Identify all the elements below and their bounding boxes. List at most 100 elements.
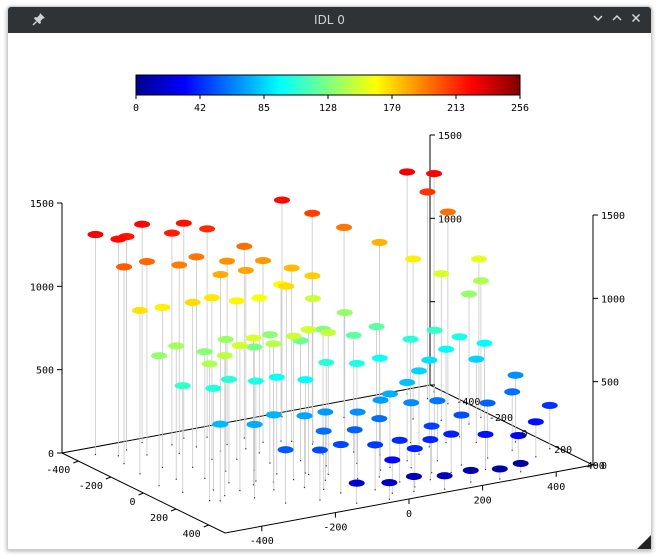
floor-point [374,489,376,491]
chevron-up-icon[interactable] [608,11,626,29]
data-point [251,294,268,302]
data-point [304,272,321,280]
x-tick-label: 200 [474,495,492,506]
data-point [212,420,229,428]
data-point [201,360,218,368]
data-point [317,408,334,416]
data-point [406,444,423,453]
data-point [405,255,422,263]
floor-point [357,478,359,480]
floor-point [343,416,345,418]
data-point [384,456,401,464]
floor-point [312,441,314,443]
data-point [246,420,263,429]
colorbar: 0 42 85 128 170 213 256 [133,74,529,114]
colorbar-tick-label: 128 [319,103,337,114]
floor-point [468,423,470,425]
floor-point [475,441,477,444]
data-point [277,446,294,454]
data-point [472,277,489,285]
data-point [151,352,168,360]
floor-point [413,490,415,493]
data-point [399,378,416,387]
floor-point [406,460,408,462]
data-point [188,253,205,261]
floor-point [280,440,282,442]
data-point [236,242,253,250]
data-point [476,339,493,347]
data-point [436,472,453,480]
y-tick-label-right: -400 [456,397,480,408]
data-point [453,411,470,419]
data-point [336,223,353,231]
floor-point [276,473,278,475]
floor-point [206,436,208,438]
chevron-down-icon[interactable] [589,11,607,29]
y-tick-label-right: -200 [489,413,513,424]
floor-point [431,472,433,474]
floor-point [252,484,255,486]
floor-point [292,479,295,481]
data-markers [87,168,558,487]
floor-point [212,489,214,491]
y-tick-label-right: 400 [587,461,605,472]
data-point [367,441,384,449]
y-tick [105,476,112,480]
data-point [527,418,544,426]
pin-icon[interactable] [30,12,48,30]
floor-point [460,464,463,466]
data-point [283,264,300,272]
colorbar-tick-label: 85 [258,103,270,114]
resize-grip[interactable] [637,535,651,549]
floor-point [511,449,513,451]
floor-point [514,441,517,443]
data-point [228,297,245,305]
data-point [426,170,443,178]
x-tick-label: -400 [250,536,274,547]
data-point [131,306,148,315]
data-point [439,208,456,216]
scatter-3d-plot: 0 42 85 128 170 213 256 0 0 500 500 1000 1000 1000 15… [30,74,625,547]
floor-point [299,460,302,462]
floor-point [285,502,287,504]
floor-point [236,458,238,460]
data-point [433,270,450,278]
floor-point [273,489,275,491]
floor-point [340,492,342,494]
data-point [368,323,385,331]
data-point [371,238,388,247]
data-point [255,257,272,265]
floor-point [443,488,446,490]
data-point [245,334,262,342]
floor-point [414,486,416,488]
floor-point [487,457,489,459]
data-point [311,446,328,454]
title-bar[interactable]: IDL 0 [8,7,651,33]
y-tick-label: -200 [79,481,103,492]
y-tick-label: 400 [183,529,201,540]
data-point [138,257,155,266]
data-point [247,377,264,385]
data-point [470,255,487,263]
floor-point [410,467,412,469]
data-point [381,479,398,487]
data-point [304,294,321,303]
z-tick-label: 1500 [438,131,462,142]
data-point [438,345,455,353]
close-icon[interactable] [627,11,645,29]
floor-point [311,443,314,445]
data-point [346,426,363,434]
z-tick-label: 1000 [30,282,54,293]
y-tick-label-right: 0 [522,429,528,440]
floor-point [125,449,128,451]
floor-point [412,418,414,420]
data-point [429,397,446,405]
floor-point [219,500,221,502]
data-point [315,427,332,435]
floor-point [117,455,119,457]
data-point [371,415,388,423]
data-point [403,399,420,407]
data-point [174,382,191,390]
floor-point [225,470,227,472]
data-point [203,294,220,302]
